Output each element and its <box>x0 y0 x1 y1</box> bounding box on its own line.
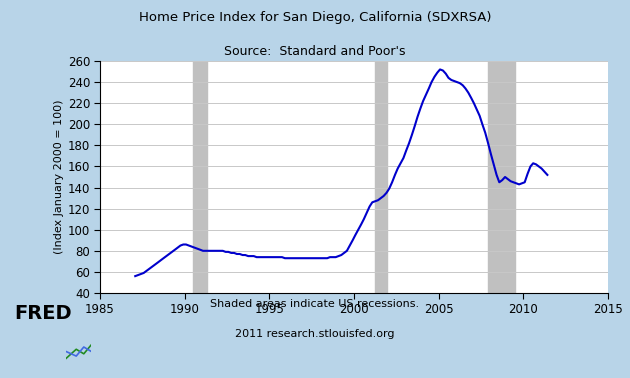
Text: Home Price Index for San Diego, California (SDXRSA): Home Price Index for San Diego, Californ… <box>139 11 491 24</box>
Bar <box>375 61 387 293</box>
Text: Source:  Standard and Poor's: Source: Standard and Poor's <box>224 45 406 58</box>
Bar <box>488 61 515 293</box>
Text: Shaded areas indicate US recessions.: Shaded areas indicate US recessions. <box>210 299 420 308</box>
Text: FRED: FRED <box>14 304 71 323</box>
Y-axis label: (Index January 2000 = 100): (Index January 2000 = 100) <box>54 100 64 254</box>
Text: 2011 research.stlouisfed.org: 2011 research.stlouisfed.org <box>235 329 395 339</box>
Bar <box>193 61 207 293</box>
